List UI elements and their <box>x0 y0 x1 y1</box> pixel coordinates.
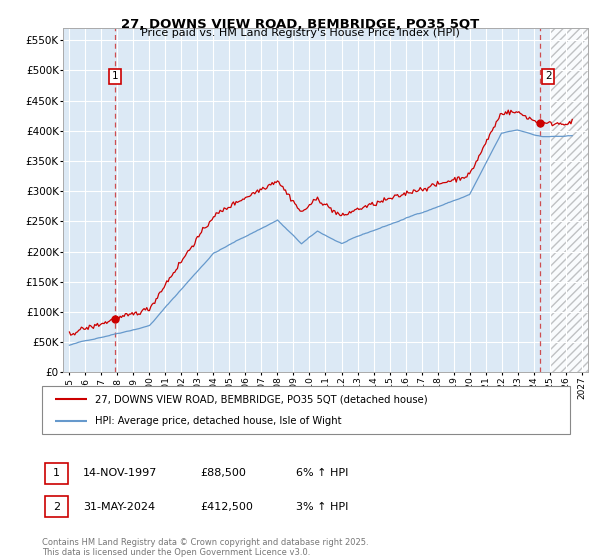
Bar <box>550 28 600 372</box>
Text: HPI: Average price, detached house, Isle of Wight: HPI: Average price, detached house, Isle… <box>95 416 341 426</box>
Text: 27, DOWNS VIEW ROAD, BEMBRIDGE, PO35 5QT: 27, DOWNS VIEW ROAD, BEMBRIDGE, PO35 5QT <box>121 18 479 31</box>
Text: £412,500: £412,500 <box>200 502 253 512</box>
Text: Price paid vs. HM Land Registry's House Price Index (HPI): Price paid vs. HM Land Registry's House … <box>140 28 460 38</box>
Text: 14-NOV-1997: 14-NOV-1997 <box>83 468 157 478</box>
Text: 2: 2 <box>545 71 551 81</box>
Text: 2: 2 <box>53 502 60 512</box>
Text: 6% ↑ HPI: 6% ↑ HPI <box>296 468 348 478</box>
Text: Contains HM Land Registry data © Crown copyright and database right 2025.
This d: Contains HM Land Registry data © Crown c… <box>42 538 368 557</box>
Text: 27, DOWNS VIEW ROAD, BEMBRIDGE, PO35 5QT (detached house): 27, DOWNS VIEW ROAD, BEMBRIDGE, PO35 5QT… <box>95 394 427 404</box>
Bar <box>550 28 600 372</box>
Text: 3% ↑ HPI: 3% ↑ HPI <box>296 502 348 512</box>
FancyBboxPatch shape <box>42 386 570 434</box>
Text: £88,500: £88,500 <box>200 468 245 478</box>
Text: 31-MAY-2024: 31-MAY-2024 <box>83 502 155 512</box>
Text: 1: 1 <box>112 71 119 81</box>
Text: 1: 1 <box>53 468 60 478</box>
